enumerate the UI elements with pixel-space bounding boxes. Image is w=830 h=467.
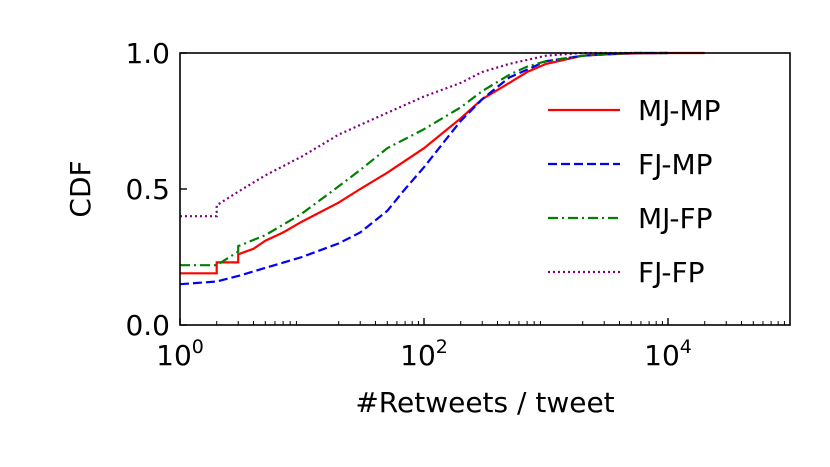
legend-label-fj-fp: FJ-FP bbox=[638, 256, 704, 289]
y-tick-label: 0.5 bbox=[125, 173, 170, 206]
x-tick-label: 102 bbox=[400, 336, 448, 372]
axis-ticks: 100 102 104 0.0 0.5 1.0 bbox=[125, 37, 785, 372]
series-line-mj-fp bbox=[180, 51, 668, 267]
series-line-mj-mp bbox=[180, 51, 705, 275]
x-tick-label: 100 bbox=[156, 336, 204, 372]
y-tick-label: 1.0 bbox=[125, 37, 170, 70]
legend-label-mj-mp: MJ-MP bbox=[638, 94, 721, 127]
series-line-fj-fp bbox=[180, 51, 668, 218]
x-tick-label: 104 bbox=[644, 336, 692, 372]
series-layer bbox=[179, 51, 705, 286]
series-line-fj-mp bbox=[179, 51, 668, 286]
y-axis-title: CDF bbox=[64, 160, 97, 217]
legend-label-fj-mp: FJ-MP bbox=[638, 148, 713, 181]
y-tick-label: 0.0 bbox=[125, 309, 170, 342]
legend-label-mj-fp: MJ-FP bbox=[638, 202, 713, 235]
x-axis-title: #Retweets / tweet bbox=[355, 386, 614, 419]
legend: MJ-MP FJ-MP MJ-FP FJ-FP bbox=[548, 94, 721, 289]
